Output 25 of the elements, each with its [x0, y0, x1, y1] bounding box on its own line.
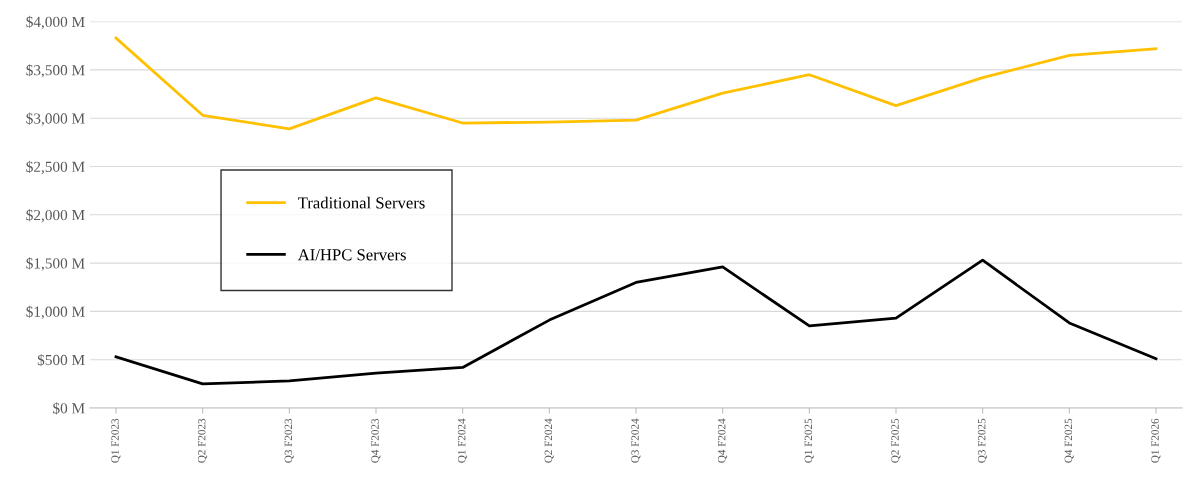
- legend-label: Traditional Servers: [298, 196, 425, 209]
- x-tick-label: Q1 F2024: [457, 418, 468, 463]
- x-tick-label: Q1 F2023: [111, 418, 121, 463]
- x-tick-label: Q2 F2024: [544, 418, 554, 463]
- x-tick-label: Q2 F2023: [197, 418, 208, 463]
- y-tick-label: $2,000 M: [26, 209, 85, 223]
- y-tick-label: $1,000 M: [26, 305, 85, 320]
- x-tick-label: Q1 F2026: [1151, 418, 1161, 463]
- x-tick-label: Q3 F2023: [284, 418, 294, 463]
- x-tick-label: Q1 F2025: [804, 418, 814, 463]
- y-tick-label: $3,500 M: [26, 64, 85, 78]
- line-series: [114, 36, 1158, 131]
- x-tick-label: Q4 F2024: [717, 418, 728, 463]
- y-tick-label: $4,000 M: [26, 15, 85, 30]
- x-tick-label: Q2 F2025: [891, 418, 901, 463]
- x-tick-label: Q3 F2025: [977, 418, 988, 463]
- x-tick-label: Q4 F2023: [371, 418, 381, 463]
- x-tick-label: Q3 F2024: [631, 418, 641, 463]
- y-tick-label: $3,000 M: [26, 112, 85, 126]
- x-tick-label: Q4 F2025: [1064, 418, 1074, 463]
- y-tick-label: $0 M: [53, 402, 85, 415]
- y-tick-label: $1,500 M: [26, 257, 85, 271]
- legend-label: AI/HPC Servers: [297, 249, 406, 261]
- y-tick-label: $2,500 M: [26, 160, 85, 175]
- y-tick-label: $500 M: [37, 353, 85, 367]
